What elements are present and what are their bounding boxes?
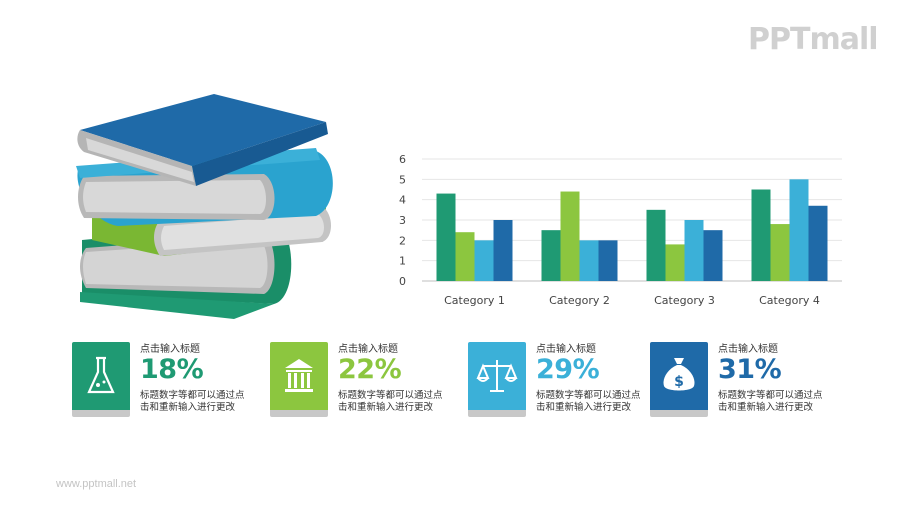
book-icon [72, 342, 130, 417]
scale-icon [476, 360, 518, 392]
stat-card-2: 点击输入标题 22% 标题数字等都可以通过点击和重新输入进行更改 [268, 340, 458, 420]
card-percent[interactable]: 31% [718, 354, 782, 385]
bar-chart: 0 1 2 3 4 5 6 Category 1 Category 2 Category 3 Cat… [399, 153, 842, 307]
x-tick-label: Category 2 [549, 294, 610, 307]
card-title[interactable]: 点击输入标题 [718, 344, 778, 355]
card-percent[interactable]: 18% [140, 354, 204, 385]
card-description[interactable]: 标题数字等都可以通过点击和重新输入进行更改 [536, 390, 641, 413]
card-title[interactable]: 点击输入标题 [338, 344, 398, 355]
bar [684, 220, 704, 281]
y-tick-label: 3 [399, 214, 406, 227]
x-tick-label: Category 1 [444, 294, 505, 307]
y-tick-label: 5 [399, 173, 406, 186]
card-description[interactable]: 标题数字等都可以通过点击和重新输入进行更改 [338, 390, 443, 413]
card-description[interactable]: 标题数字等都可以通过点击和重新输入进行更改 [140, 390, 245, 413]
bar [436, 193, 456, 281]
stat-card-1: 点击输入标题 18% 标题数字等都可以通过点击和重新输入进行更改 [70, 340, 260, 420]
bar [579, 240, 599, 281]
card-title[interactable]: 点击输入标题 [140, 344, 200, 355]
y-tick-label: 0 [399, 275, 406, 288]
book-stack-illustration [76, 94, 333, 319]
bar [770, 224, 790, 281]
book-icon: $ [650, 342, 708, 417]
bar [598, 240, 618, 281]
bar [646, 209, 666, 281]
bar [455, 232, 475, 281]
bar [703, 230, 723, 281]
svg-text:$: $ [674, 374, 684, 390]
stat-card-4: $ 点击输入标题 31% 标题数字等都可以通过点击和重新输入进行更改 [648, 340, 838, 420]
book-icon [270, 342, 328, 417]
card-percent[interactable]: 22% [338, 354, 402, 385]
footer-url[interactable]: www.pptmall.net [56, 478, 137, 490]
card-percent[interactable]: 29% [536, 354, 600, 385]
x-tick-label: Category 4 [759, 294, 820, 307]
money-bag-icon: $ [663, 358, 695, 391]
bank-icon [285, 359, 313, 392]
bar [560, 191, 580, 281]
stat-card-3: 点击输入标题 29% 标题数字等都可以通过点击和重新输入进行更改 [466, 340, 656, 420]
card-description[interactable]: 标题数字等都可以通过点击和重新输入进行更改 [718, 390, 823, 413]
bar [751, 189, 771, 281]
card-title[interactable]: 点击输入标题 [536, 344, 596, 355]
y-tick-label: 2 [399, 234, 406, 247]
brand-logo: PPTmall [748, 22, 879, 57]
y-tick-label: 1 [399, 255, 406, 268]
x-tick-label: Category 3 [654, 294, 715, 307]
bar [665, 244, 685, 281]
bar [808, 205, 828, 281]
y-tick-label: 4 [399, 194, 406, 207]
flask-icon [87, 356, 115, 394]
book-icon [468, 342, 526, 417]
bar [493, 220, 513, 281]
bar [474, 240, 494, 281]
bar [789, 179, 809, 281]
y-tick-label: 6 [399, 153, 406, 166]
bar [541, 230, 561, 281]
